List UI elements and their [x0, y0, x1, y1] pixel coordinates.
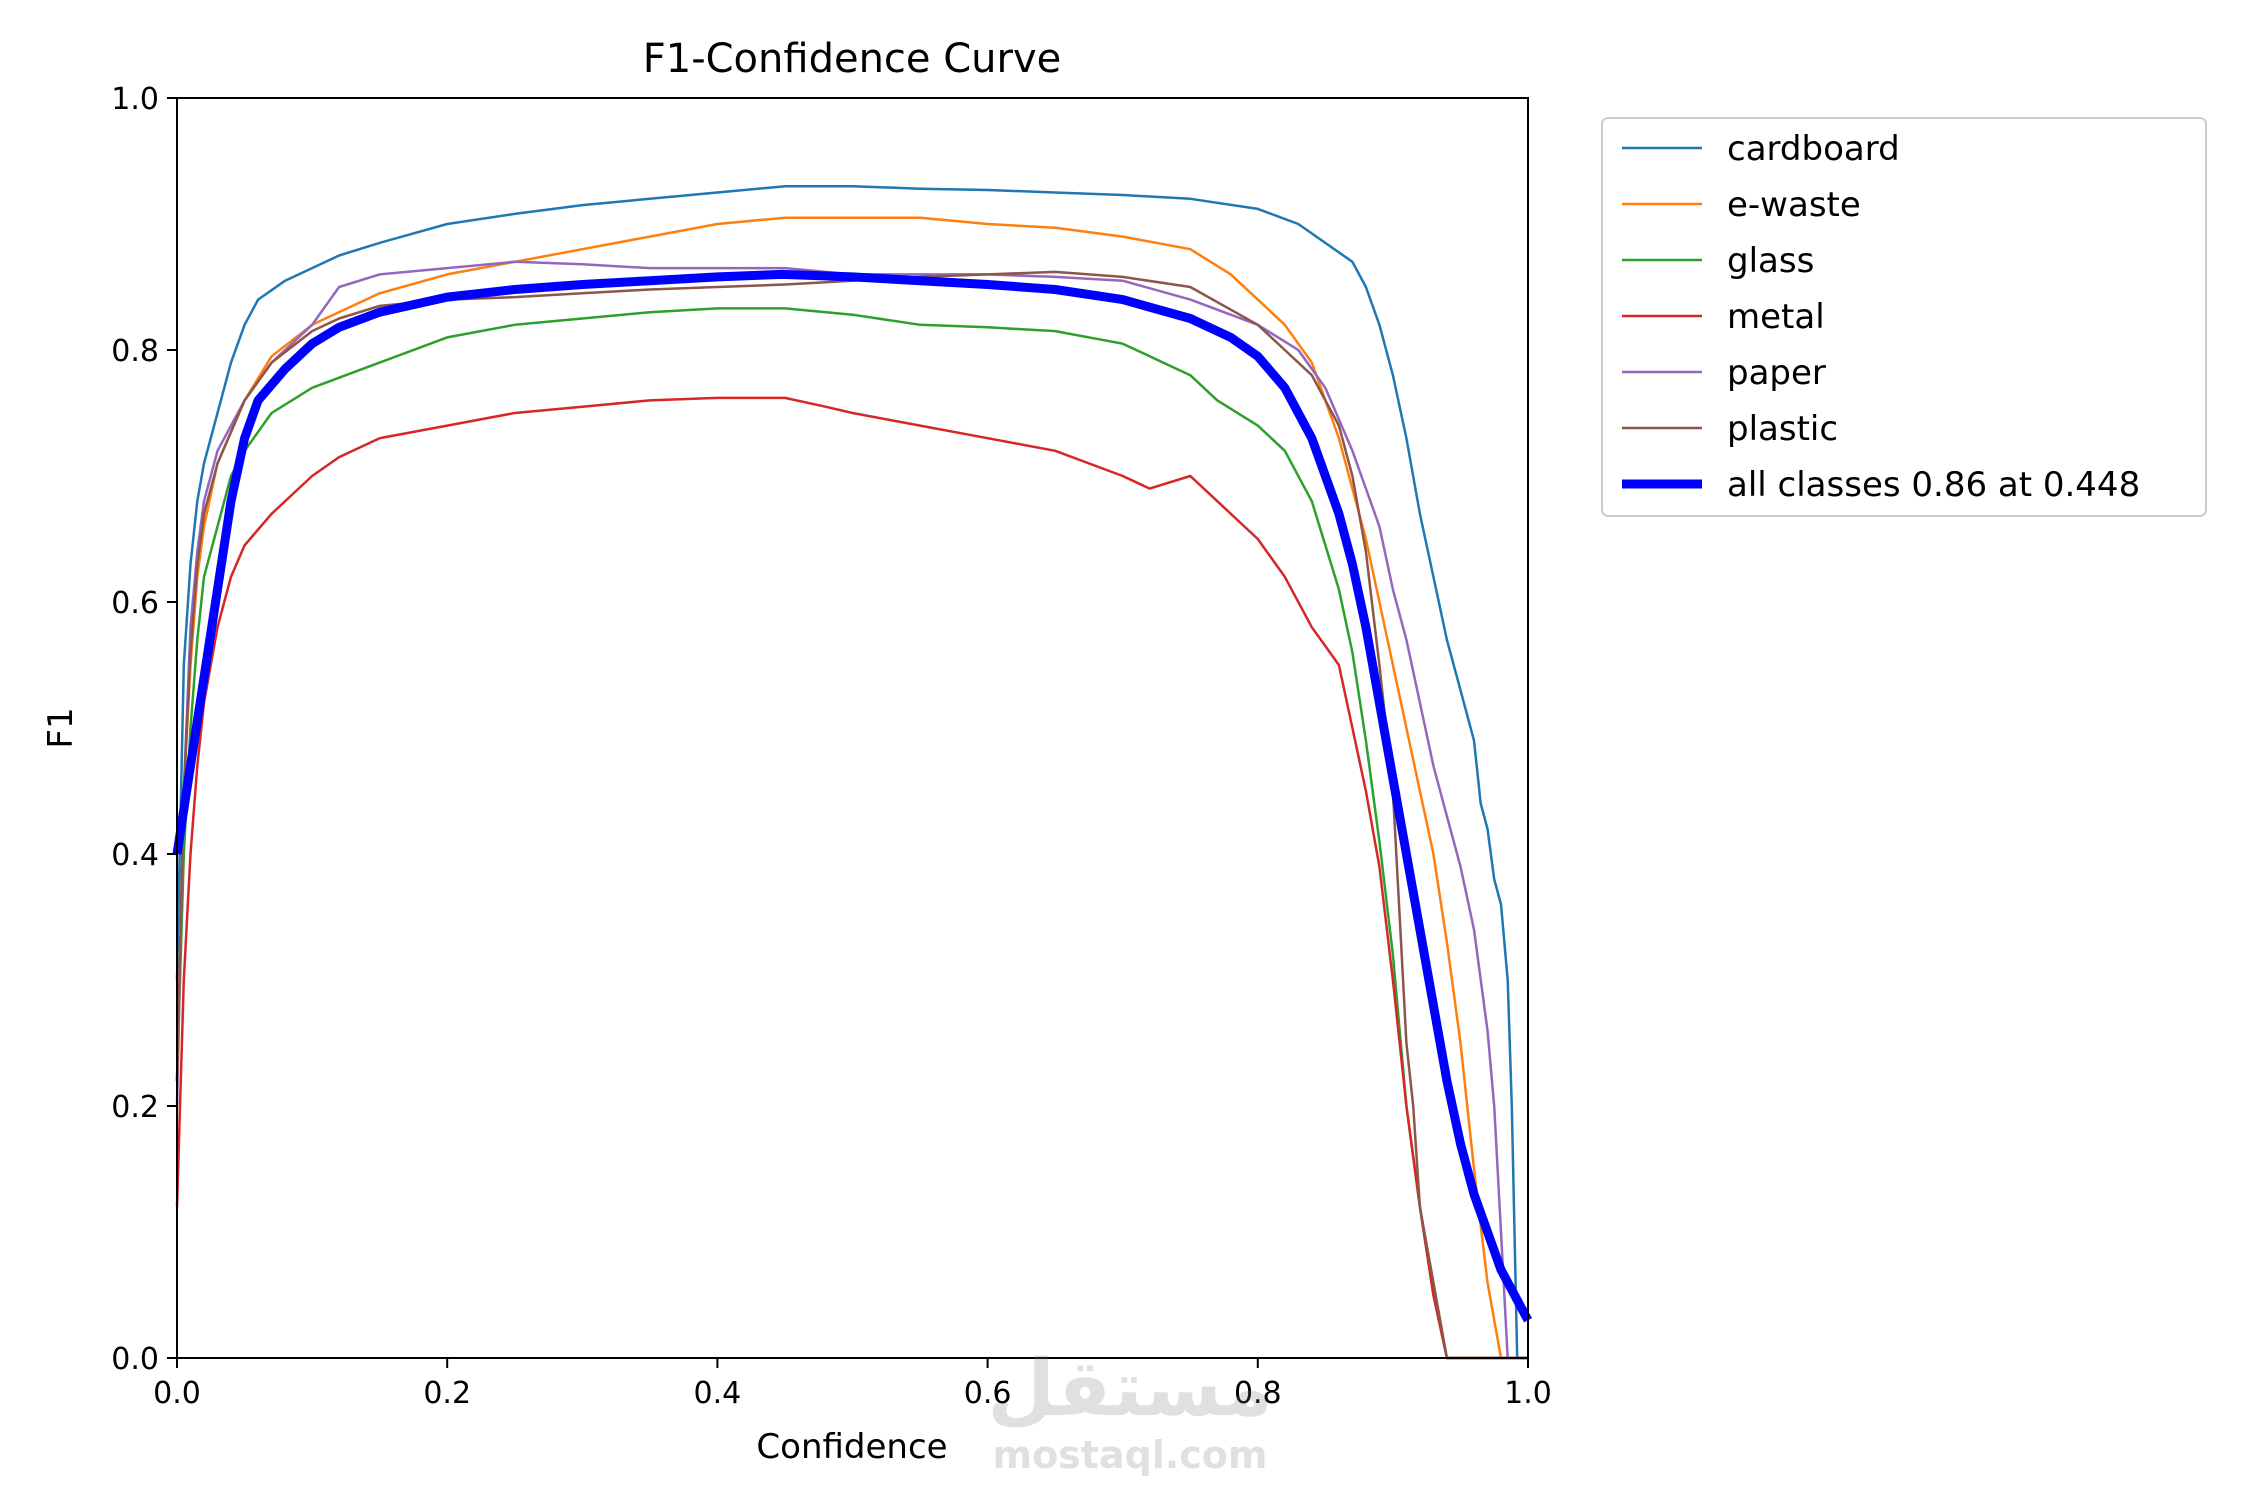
- y-axis-ticks: 0.0 0.2 0.4 0.6 0.8 1.0: [111, 82, 177, 1377]
- legend-frame: [1601, 117, 2207, 517]
- watermark: مستقل mostaql.com: [987, 1344, 1272, 1477]
- legend-label-0: cardboard: [1727, 129, 1900, 169]
- x-axis-label: Confidence: [756, 1427, 947, 1467]
- y-tick-label: 0.8: [111, 334, 159, 369]
- series-line-3: [175, 396, 1528, 1360]
- x-tick-label: 0.8: [1234, 1376, 1282, 1411]
- y-tick-label: 0.0: [111, 1342, 159, 1377]
- legend-label-2: glass: [1727, 241, 1814, 281]
- y-tick-label: 0.4: [111, 838, 159, 873]
- legend-label-1: e-waste: [1727, 185, 1861, 225]
- legend-label-4: paper: [1727, 353, 1826, 393]
- y-tick-label: 1.0: [111, 82, 159, 117]
- watermark-latin: mostaql.com: [992, 1433, 1267, 1477]
- watermark-arabic: مستقل: [987, 1344, 1272, 1434]
- series-line-5: [175, 270, 1528, 1360]
- y-tick-label: 0.6: [111, 586, 159, 621]
- series-line-0: [175, 184, 1528, 1360]
- legend-label-3: metal: [1727, 297, 1825, 337]
- plot-area-frame: [176, 97, 1529, 1359]
- series-line-6: [172, 269, 1532, 1323]
- x-tick-label: 0.6: [964, 1376, 1012, 1411]
- x-tick-label: 1.0: [1504, 1376, 1552, 1411]
- plot-series-group: [172, 184, 1532, 1360]
- x-tick-label: 0.4: [694, 1376, 742, 1411]
- legend: cardboard e-waste glass metal paper plastic al…: [1601, 117, 2207, 517]
- x-axis-ticks: 0.0 0.2 0.4 0.6 0.8 1.0: [153, 1358, 1552, 1411]
- x-tick-label: 0.2: [423, 1376, 471, 1411]
- legend-items: cardboard e-waste glass metal paper plastic al…: [1622, 129, 2140, 505]
- y-axis-label: F1: [41, 707, 81, 748]
- y-tick-label: 0.2: [111, 1090, 159, 1125]
- chart-title: F1-Confidence Curve: [643, 36, 1062, 82]
- legend-label-5: plastic: [1727, 409, 1838, 449]
- legend-label-6: all classes 0.86 at 0.448: [1727, 465, 2140, 505]
- x-tick-label: 0.0: [153, 1376, 201, 1411]
